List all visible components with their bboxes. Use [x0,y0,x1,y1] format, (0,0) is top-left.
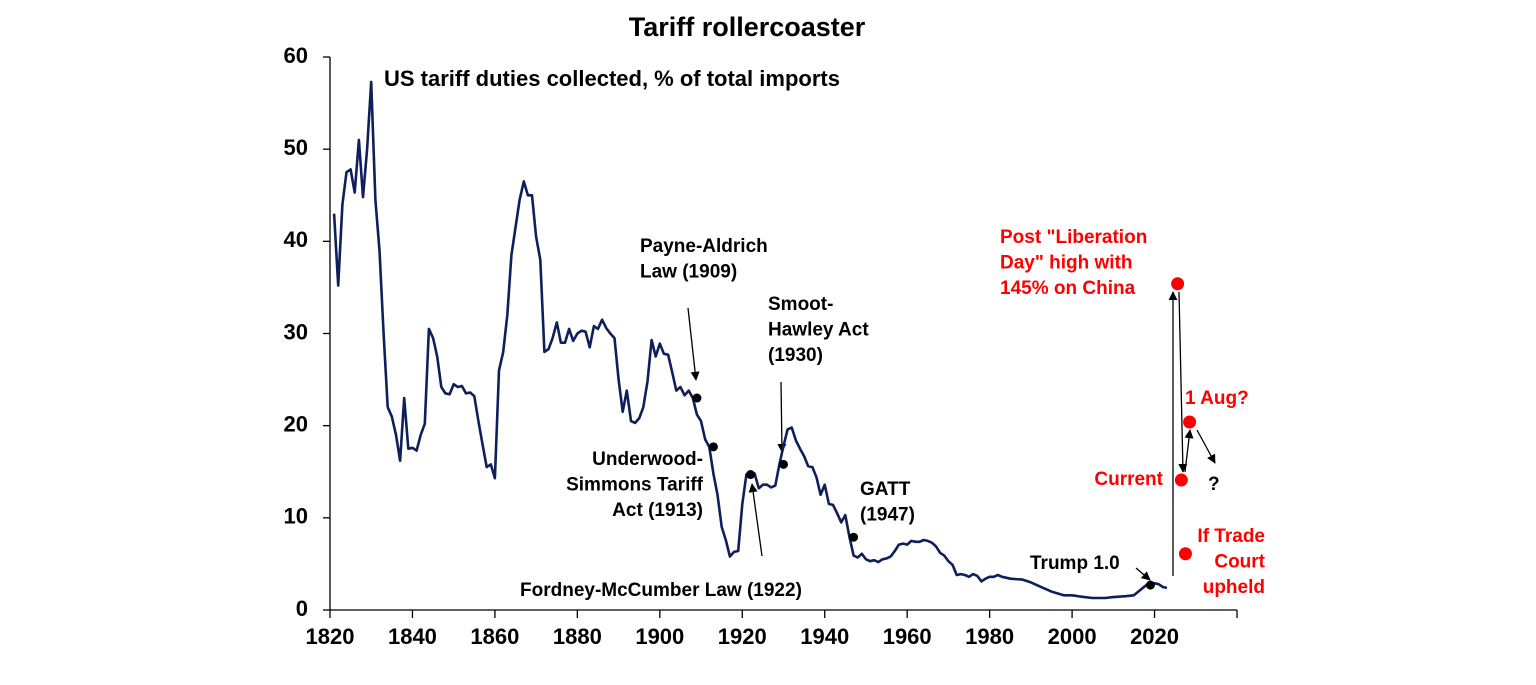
annotation: (1930) [768,345,823,366]
annotation: Payne-Aldrich [640,236,768,257]
arrows [687,291,1216,581]
scenario-point [1174,473,1188,487]
x-tick-label: 1920 [718,624,767,649]
annotation: If Trade [1197,526,1265,547]
x-tick-label: 2000 [1048,624,1097,649]
annotation: 145% on China [1000,278,1136,299]
annotation: upheld [1203,577,1265,598]
annotation: GATT [860,479,911,500]
y-tick-label: 20 [284,411,308,436]
arrow [687,307,700,381]
chart-title: Tariff rollercoaster [629,12,866,42]
data-line [332,80,1168,600]
annotation: Underwood- [592,449,703,470]
scenario-point [1183,415,1197,429]
annotation: 1 Aug? [1185,388,1249,409]
y-tick-label: 30 [284,319,308,344]
event-point [779,459,788,469]
annotation: Simmons Tariff [566,475,704,496]
annotation: Current [1094,469,1163,490]
annotation: Act (1913) [612,500,703,521]
scenario-point [1171,277,1185,291]
annotation: (1947) [860,505,915,526]
x-tick-label: 1940 [800,624,849,649]
x-tick-label: 1840 [388,624,437,649]
annotation: Court [1214,552,1265,573]
annotation: ? [1208,474,1220,495]
arrow [748,483,763,557]
arrow [1196,429,1216,464]
arrow [1178,291,1188,473]
annotation: Law (1909) [640,262,737,283]
annotation: Smoot- [768,294,833,315]
arrow [1135,567,1151,581]
annotation: Day" high with [1000,253,1133,274]
y-tick-label: 60 [284,43,308,68]
chart-subtitle: US tariff duties collected, % of total i… [384,66,840,91]
annotation: Post "Liberation [1000,227,1147,248]
y-tick-label: 40 [284,227,308,252]
annotation: Hawley Act [768,320,869,341]
x-tick-label: 2020 [1130,624,1179,649]
event-point [849,532,859,542]
x-tick-label: 1980 [965,624,1014,649]
y-tick-label: 50 [284,135,308,160]
annotation: Fordney-McCumber Law (1922) [520,580,802,601]
event-point [708,442,718,452]
x-tick-label: 1900 [635,624,684,649]
x-tick-label: 1820 [306,624,355,649]
x-tick-label: 1880 [553,624,602,649]
arrow [777,381,787,453]
y-tick-label: 10 [284,504,308,529]
event-point [746,470,756,480]
event-point [692,393,702,403]
annotation: Trump 1.0 [1030,553,1120,574]
x-tick-label: 1960 [883,624,932,649]
scenario-point [1178,547,1192,561]
arrow [1184,429,1194,473]
event-point [1145,580,1155,590]
x-tick-label: 1860 [470,624,519,649]
y-tick-label: 0 [296,596,308,621]
